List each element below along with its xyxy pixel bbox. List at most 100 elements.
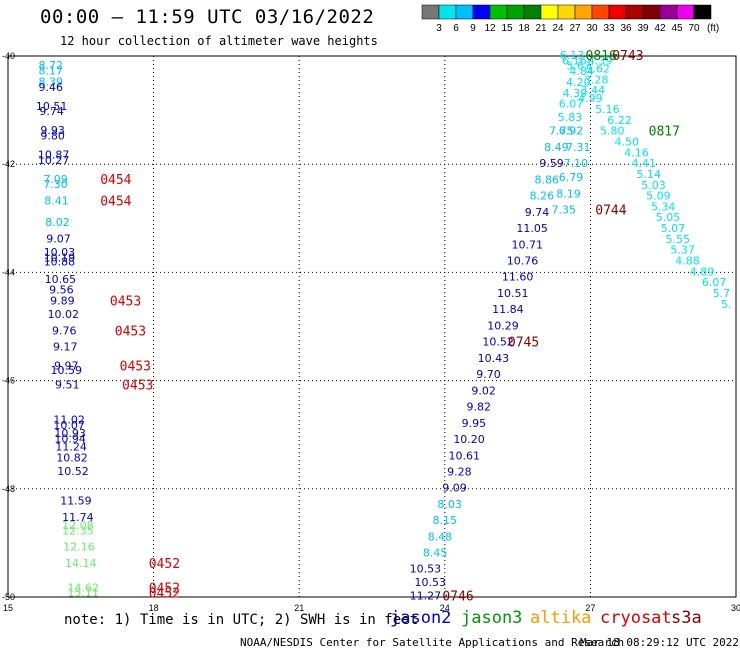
swh-value-label: 10.43 xyxy=(478,352,510,365)
swh-value-label: 6.07 xyxy=(702,276,727,289)
colorbar-swatch xyxy=(557,4,576,20)
swh-value-label: 4.88 xyxy=(675,254,700,267)
swh-value-label: 11.74 xyxy=(62,511,94,524)
swh-value-label: 7.09 xyxy=(43,173,68,186)
colorbar-swatch xyxy=(693,4,712,20)
colorbar-swatch xyxy=(489,4,508,20)
pass-time-label: 0453 xyxy=(115,324,146,339)
colorbar-swatch xyxy=(676,4,695,20)
colorbar-swatch xyxy=(659,4,678,20)
swh-value-label: 11.02 xyxy=(53,414,85,427)
swh-value-label: 10.53 xyxy=(414,576,446,589)
colorbar-tick-label: 3 xyxy=(436,23,442,34)
legend-jason2: jason2 xyxy=(390,608,452,628)
y-tick-label: -50 xyxy=(2,592,15,602)
colorbar-tick-label: 9 xyxy=(470,23,476,34)
colorbar-swatch xyxy=(591,4,610,20)
swh-value-label: 11.84 xyxy=(492,303,524,316)
y-tick-label: -42 xyxy=(2,159,15,169)
chart-title: 00:00 – 11:59 UTC 03/16/2022 xyxy=(40,6,375,28)
pass-time-label: 0454 xyxy=(100,173,131,188)
swh-value-label: 10.03 xyxy=(44,246,76,259)
swh-value-label: 8.49 xyxy=(544,141,569,154)
pass-time-label: 0744 xyxy=(595,204,626,219)
swh-value-label: 4.20 xyxy=(566,76,591,89)
y-tick-label: -48 xyxy=(2,484,15,494)
swh-value-label: 9.82 xyxy=(467,401,492,414)
colorbar-tick-label: 24 xyxy=(552,23,564,34)
swh-value-label: 12.16 xyxy=(63,541,95,554)
colorbar-unit: (ft) xyxy=(707,23,719,34)
colorbar-swatch xyxy=(574,4,593,20)
swh-value-label: 6.22 xyxy=(607,114,632,127)
swh-value-label: 9.56 xyxy=(49,284,74,297)
swh-value-label: 9.74 xyxy=(39,105,64,118)
swh-value-label: 9.74 xyxy=(525,206,550,219)
x-tick-label: 24 xyxy=(440,603,450,613)
swh-value-label: 12.35 xyxy=(62,524,94,537)
swh-value-label: 7.35 xyxy=(551,204,576,217)
colorbar-tick-label: 36 xyxy=(620,23,632,34)
swh-value-label: 9.93 xyxy=(40,124,65,137)
swh-value-label: 10.07 xyxy=(53,419,85,432)
chart-subtitle: 12 hour collection of altimeter wave hei… xyxy=(60,34,378,48)
swh-value-label: 9.17 xyxy=(53,341,78,354)
swh-value-label: 5.03 xyxy=(641,179,666,192)
swh-value-label: 5.09 xyxy=(646,190,671,203)
swh-value-label: 8.72 xyxy=(38,59,63,72)
note: note: 1) Time is in UTC; 2) SWH is in fe… xyxy=(64,612,419,628)
colorbar-tick-label: 27 xyxy=(569,23,581,34)
pass-time-label: 0746 xyxy=(442,589,473,604)
x-tick-label: 27 xyxy=(585,603,595,613)
swh-value-label: 9.76 xyxy=(52,324,77,337)
colorbar-swatch xyxy=(540,4,559,20)
swh-value-label: 5.67 xyxy=(567,60,592,73)
swh-value-label: 11.24 xyxy=(55,441,87,454)
swh-value-label: 15.11 xyxy=(67,587,99,600)
legend-jason3: jason3 xyxy=(461,608,523,628)
swh-value-label: 6.79 xyxy=(559,171,584,184)
swh-value-label: 10.65 xyxy=(45,273,77,286)
pass-time-label: 0453 xyxy=(120,359,151,374)
swh-value-label: 4.99 xyxy=(578,92,603,105)
footer-credit: NOAA/NESDIS Center for Satellite Applica… xyxy=(240,636,625,649)
swh-value-label: 5.05 xyxy=(656,211,681,224)
swh-value-label: 8.45 xyxy=(423,547,448,560)
swh-value-label: 9.80 xyxy=(40,130,65,143)
swh-value-label: 14.14 xyxy=(65,557,97,570)
x-tick-label: 21 xyxy=(294,603,304,613)
swh-value-label: 4.89 xyxy=(690,265,715,278)
swh-value-label: 9.97 xyxy=(54,359,79,372)
colorbar-swatch xyxy=(438,4,457,20)
swh-value-label: 8.41 xyxy=(44,194,69,207)
swh-value-label: 5.34 xyxy=(651,200,676,213)
swh-value-label: 10.61 xyxy=(448,449,480,462)
swh-value-label: 8.26 xyxy=(530,190,555,203)
swh-value-label: 9.89 xyxy=(50,295,75,308)
pass-time-label: 0453 xyxy=(122,378,153,393)
swh-value-label: 10.51 xyxy=(36,100,68,113)
swh-value-label: 10.82 xyxy=(56,451,88,464)
swh-value-label: 8.39 xyxy=(38,75,63,88)
swh-value-label: 14.62 xyxy=(67,581,99,594)
swh-value-label: 5.14 xyxy=(636,168,661,181)
pass-time-label: 0816 xyxy=(586,49,617,64)
swh-value-label: 9.70 xyxy=(476,368,501,381)
swh-value-label: 8.03 xyxy=(437,498,462,511)
colorbar-swatch xyxy=(506,4,525,20)
swh-value-label: 3.44 xyxy=(581,84,606,97)
swh-value-label: 7.30 xyxy=(43,178,68,191)
colorbar-tick-label: 70 xyxy=(688,23,700,34)
colorbar-swatch xyxy=(642,4,661,20)
swh-value-label: 3.28 xyxy=(584,73,609,86)
legend-altika: altika xyxy=(530,608,592,628)
swh-value-label: 5. xyxy=(721,298,732,311)
swh-value-label: 7.31 xyxy=(566,141,591,154)
pass-time-label: 0745 xyxy=(508,336,539,351)
swh-value-label: 5.80 xyxy=(600,125,625,138)
swh-value-label: 6.16 xyxy=(562,54,587,67)
swh-value-label: 6.92 xyxy=(559,125,584,138)
legend-s3a: s3a xyxy=(671,608,702,628)
swh-value-label: 10.52 xyxy=(482,336,514,349)
